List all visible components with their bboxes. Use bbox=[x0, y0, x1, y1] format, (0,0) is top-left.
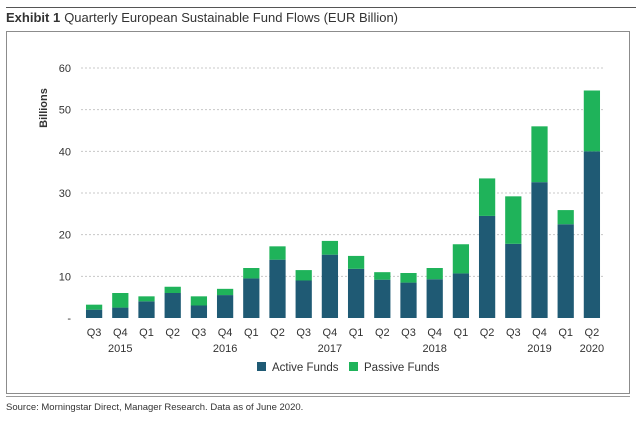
chart-title: Quarterly European Sustainable Fund Flow… bbox=[64, 10, 399, 25]
bar-passive-funds bbox=[269, 246, 286, 260]
bar-active-funds bbox=[452, 273, 470, 318]
bar-active-funds bbox=[190, 305, 208, 318]
bar-passive-funds bbox=[190, 296, 208, 306]
x-tick-label: Q4 bbox=[113, 327, 128, 339]
bar-active-funds bbox=[505, 243, 522, 318]
y-tick-label: 40 bbox=[59, 146, 71, 158]
x-tick-label: Q3 bbox=[296, 327, 311, 339]
x-tick-label: Q1 bbox=[244, 327, 259, 339]
year-label: 2018 bbox=[422, 343, 446, 355]
x-tick-label: Q1 bbox=[139, 327, 154, 339]
bar-active-funds bbox=[112, 307, 129, 318]
bar-passive-funds bbox=[347, 255, 365, 269]
x-tick-label: Q3 bbox=[401, 327, 416, 339]
chart-panel: - 10 20 30 40 50 60 Billions Q3 Q4 2015 Q1 Q2 Q3 Q4 201… bbox=[6, 31, 630, 394]
bar-passive-funds bbox=[216, 288, 234, 296]
bar-active-funds bbox=[164, 293, 181, 318]
bar-passive-funds bbox=[426, 268, 443, 280]
bar-passive-funds bbox=[452, 244, 470, 274]
bar-active-funds bbox=[243, 278, 260, 318]
year-label: 2020 bbox=[580, 343, 604, 355]
y-tick-label: 30 bbox=[59, 188, 71, 200]
bar-passive-funds bbox=[85, 304, 103, 310]
x-tick-label: Q3 bbox=[506, 327, 521, 339]
legend-label: Active Funds bbox=[272, 362, 339, 374]
legend-swatch bbox=[257, 362, 266, 371]
bar-active-funds bbox=[426, 279, 443, 318]
bar-active-funds bbox=[557, 224, 574, 318]
x-tick-label: Q1 bbox=[454, 327, 469, 339]
y-tick-label: 60 bbox=[59, 63, 71, 75]
exhibit-label: Exhibit 1 bbox=[6, 10, 61, 25]
bar-active-funds bbox=[85, 309, 103, 318]
x-tick-label: Q4 bbox=[532, 327, 547, 339]
y-tick-label: - bbox=[67, 313, 71, 325]
header-rule bbox=[6, 7, 636, 8]
legend-swatch bbox=[349, 362, 358, 371]
bar-passive-funds bbox=[478, 178, 496, 216]
y-tick-label: 10 bbox=[59, 271, 71, 283]
bar-active-funds bbox=[400, 282, 417, 318]
x-tick-label: Q4 bbox=[218, 327, 233, 339]
bar-active-funds bbox=[321, 254, 339, 318]
bar-passive-funds bbox=[112, 293, 129, 308]
legend-label: Passive Funds bbox=[364, 362, 440, 374]
x-tick-label: Q2 bbox=[480, 327, 495, 339]
bar-active-funds bbox=[295, 280, 312, 318]
bar-passive-funds bbox=[557, 210, 574, 225]
bar-passive-funds bbox=[321, 240, 339, 255]
bar-passive-funds bbox=[295, 270, 312, 281]
y-tick-label: 20 bbox=[59, 230, 71, 242]
x-tick-label: Q4 bbox=[323, 327, 338, 339]
x-tick-label: Q2 bbox=[585, 327, 600, 339]
bar-active-funds bbox=[138, 301, 155, 318]
bar-passive-funds bbox=[583, 90, 601, 152]
x-tick-label: Q1 bbox=[349, 327, 364, 339]
bar-passive-funds bbox=[243, 268, 260, 279]
x-tick-label: Q2 bbox=[270, 327, 285, 339]
year-label: 2016 bbox=[213, 343, 237, 355]
bar-active-funds bbox=[583, 151, 601, 318]
source-note: Source: Morningstar Direct, Manager Rese… bbox=[6, 402, 304, 413]
exhibit-header: Exhibit 1 Quarterly European Sustainable … bbox=[6, 10, 398, 25]
bar-active-funds bbox=[374, 279, 391, 318]
y-tick-label: 50 bbox=[59, 105, 71, 117]
x-tick-label: Q4 bbox=[427, 327, 442, 339]
bar-passive-funds bbox=[138, 296, 155, 302]
bar-passive-funds bbox=[531, 126, 548, 183]
y-axis-label: Billions bbox=[38, 88, 50, 128]
bar-active-funds bbox=[216, 295, 234, 318]
source-rule bbox=[6, 396, 630, 397]
x-tick-label: Q2 bbox=[375, 327, 390, 339]
stacked-bar-chart: - 10 20 30 40 50 60 Billions Q3 Q4 2015 Q1 Q2 Q3 Q4 201… bbox=[38, 63, 605, 374]
year-label: 2019 bbox=[527, 343, 551, 355]
bar-passive-funds bbox=[400, 273, 417, 283]
year-label: 2015 bbox=[108, 343, 132, 355]
bar-active-funds bbox=[531, 182, 548, 318]
bar-passive-funds bbox=[505, 196, 522, 244]
bar-active-funds bbox=[347, 268, 365, 318]
bar-passive-funds bbox=[164, 286, 181, 293]
bar-passive-funds bbox=[374, 272, 391, 280]
x-tick-label: Q2 bbox=[165, 327, 180, 339]
x-tick-label: Q3 bbox=[87, 327, 102, 339]
x-tick-label: Q3 bbox=[192, 327, 207, 339]
bar-active-funds bbox=[478, 215, 496, 318]
year-label: 2017 bbox=[318, 343, 342, 355]
x-tick-label: Q1 bbox=[558, 327, 573, 339]
bar-active-funds bbox=[269, 259, 286, 318]
